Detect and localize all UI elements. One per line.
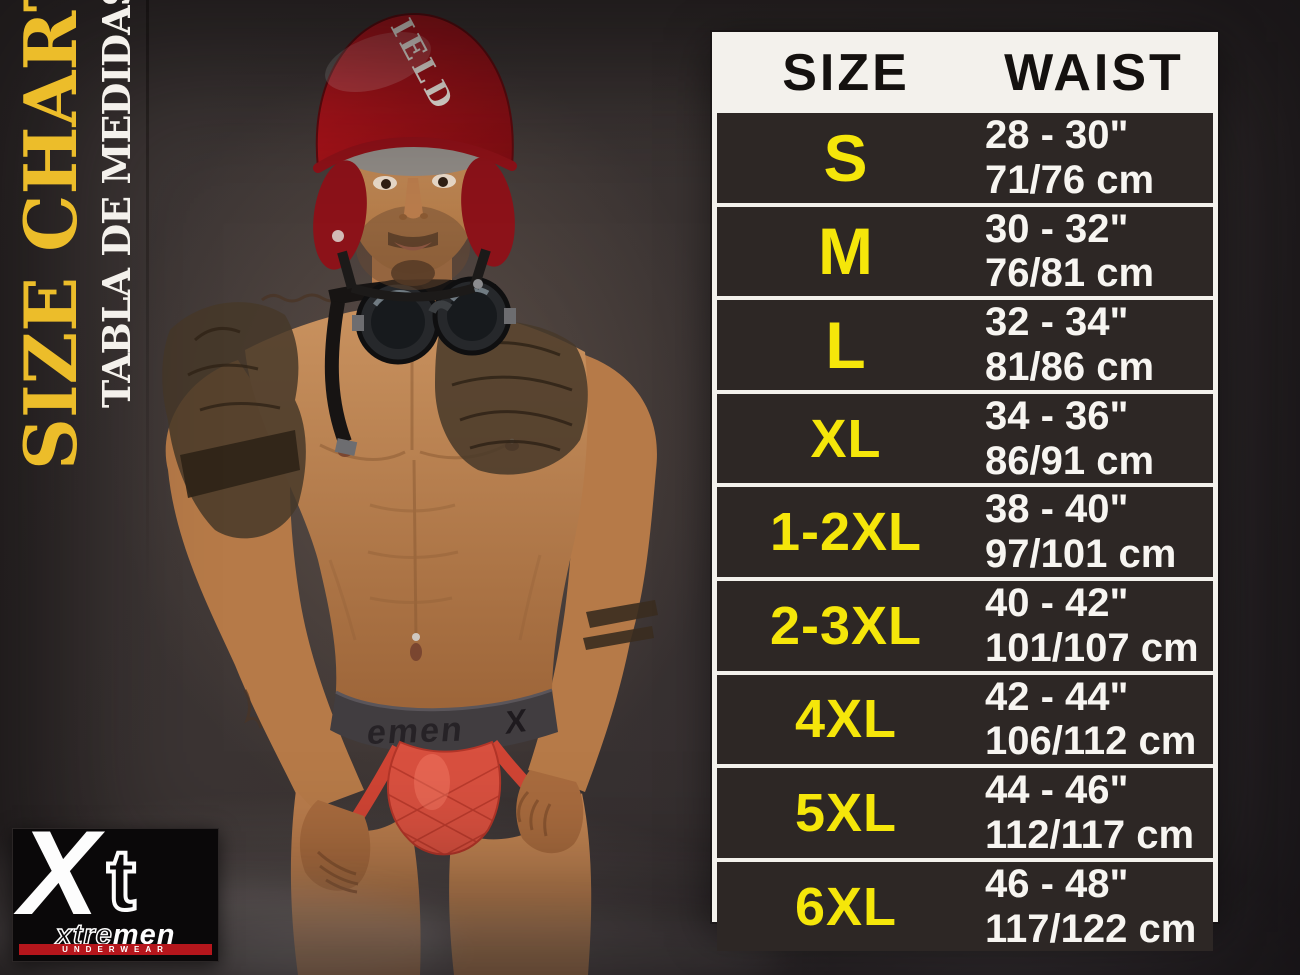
waist-inches: 44 - 46"	[985, 768, 1129, 813]
waist-cell: 34 - 36" 86/91 cm	[975, 394, 1213, 484]
waist-cm: 97/101 cm	[985, 532, 1177, 577]
strap-buckle	[473, 279, 483, 289]
waistband-x-logo: X	[505, 702, 528, 741]
size-label: M	[818, 214, 874, 289]
waist-cell: 32 - 34" 81/86 cm	[975, 300, 1213, 390]
waist-cm: 117/122 cm	[985, 906, 1197, 951]
waist-inches: 46 - 48"	[985, 861, 1129, 906]
left-hand	[299, 800, 371, 894]
tattoos	[162, 293, 658, 729]
size-label: 2-3XL	[769, 595, 923, 656]
size-label: 1-2XL	[769, 502, 923, 563]
size-table-row: M 30 - 32" 76/81 cm	[717, 206, 1213, 297]
logo-t-monogram: t	[105, 832, 138, 928]
right-arm	[528, 355, 657, 792]
waist-cm: 81/86 cm	[985, 344, 1155, 389]
helmet-ear-flap	[461, 157, 515, 267]
helmet-ear-flap	[313, 160, 367, 270]
navel	[410, 643, 422, 661]
size-label: L	[825, 307, 867, 382]
waist-cell: 28 - 30" 71/76 cm	[975, 113, 1213, 203]
waist-inches: 32 - 34"	[985, 300, 1129, 345]
waist-cell: 40 - 42" 101/107 cm	[975, 581, 1213, 671]
right-hand	[516, 770, 584, 854]
waist-cell: 30 - 32" 76/81 cm	[975, 207, 1213, 297]
waist-cell: 44 - 46" 112/117 cm	[975, 768, 1213, 858]
waist-cm: 71/76 cm	[985, 157, 1155, 202]
waist-cm: 106/112 cm	[985, 719, 1197, 764]
logo-underwear-bar: UNDERWEAR	[19, 944, 212, 955]
chin-strap	[337, 250, 357, 290]
size-table-row: 4XL 42 - 44" 106/112 cm	[717, 674, 1213, 765]
chin-strap	[350, 283, 476, 302]
underwear-waistband: emen X	[330, 688, 558, 753]
waist-cm: 86/91 cm	[985, 438, 1155, 483]
navel-piercing	[412, 633, 420, 641]
goggles	[324, 276, 516, 456]
model-illustration: IELD emen X	[162, 12, 658, 975]
size-label: 5XL	[794, 782, 898, 843]
size-label: 6XL	[794, 876, 898, 937]
waist-inches: 40 - 42"	[985, 580, 1129, 625]
header-size: SIZE	[782, 44, 910, 102]
waist-cm: 76/81 cm	[985, 251, 1155, 296]
size-table-row: 5XL 44 - 46" 112/117 cm	[717, 768, 1213, 858]
waist-inches: 38 - 40"	[985, 487, 1129, 532]
waist-cm: 101/107 cm	[985, 625, 1199, 670]
motorcycle-helmet: IELD	[313, 12, 517, 302]
size-label: 4XL	[794, 689, 898, 750]
backdrop-corner-seam	[146, 0, 149, 600]
size-table-row: L 32 - 34" 81/86 cm	[717, 300, 1213, 390]
waist-inches: 28 - 30"	[985, 113, 1129, 157]
size-label: XL	[810, 408, 882, 469]
waist-cm: 112/117 cm	[985, 812, 1195, 857]
logo-x-monogram: X	[19, 806, 100, 940]
page-title-size-chart: SIZE CHART	[8, 0, 93, 470]
waist-cell: 38 - 40" 97/101 cm	[975, 487, 1213, 577]
helmet-badge	[332, 230, 344, 242]
size-table: SIZE WAIST S 28 - 30" 71/76 cm M 30 - 32…	[712, 32, 1218, 952]
size-table-row: 6XL 46 - 48" 117/122 cm	[717, 861, 1213, 952]
xtremen-brand-logo: X t xtremen UNDERWEAR	[12, 813, 219, 962]
size-table-row: 2-3XL 40 - 42" 101/107 cm	[717, 580, 1213, 671]
header-waist: WAIST	[1004, 44, 1184, 102]
waist-inches: 30 - 32"	[985, 206, 1129, 251]
waist-cell: 46 - 48" 117/122 cm	[975, 862, 1213, 952]
size-table-row: 1-2XL 38 - 40" 97/101 cm	[717, 487, 1213, 577]
size-label: S	[823, 120, 869, 195]
size-table-header: SIZE WAIST	[717, 37, 1213, 109]
waist-cell: 42 - 44" 106/112 cm	[975, 675, 1213, 765]
lips	[394, 242, 432, 251]
size-table-row: XL 34 - 36" 86/91 cm	[717, 393, 1213, 484]
mustache	[388, 232, 438, 249]
page-title-tabla-de-medidas: TABLA DE MEDIDAS	[94, 0, 139, 408]
goatee	[391, 260, 435, 286]
waist-inches: 34 - 36"	[985, 393, 1129, 438]
size-table-row: S 28 - 30" 71/76 cm	[717, 113, 1213, 203]
waist-inches: 42 - 44"	[985, 674, 1129, 719]
waistband-brand-text: emen	[365, 711, 466, 752]
